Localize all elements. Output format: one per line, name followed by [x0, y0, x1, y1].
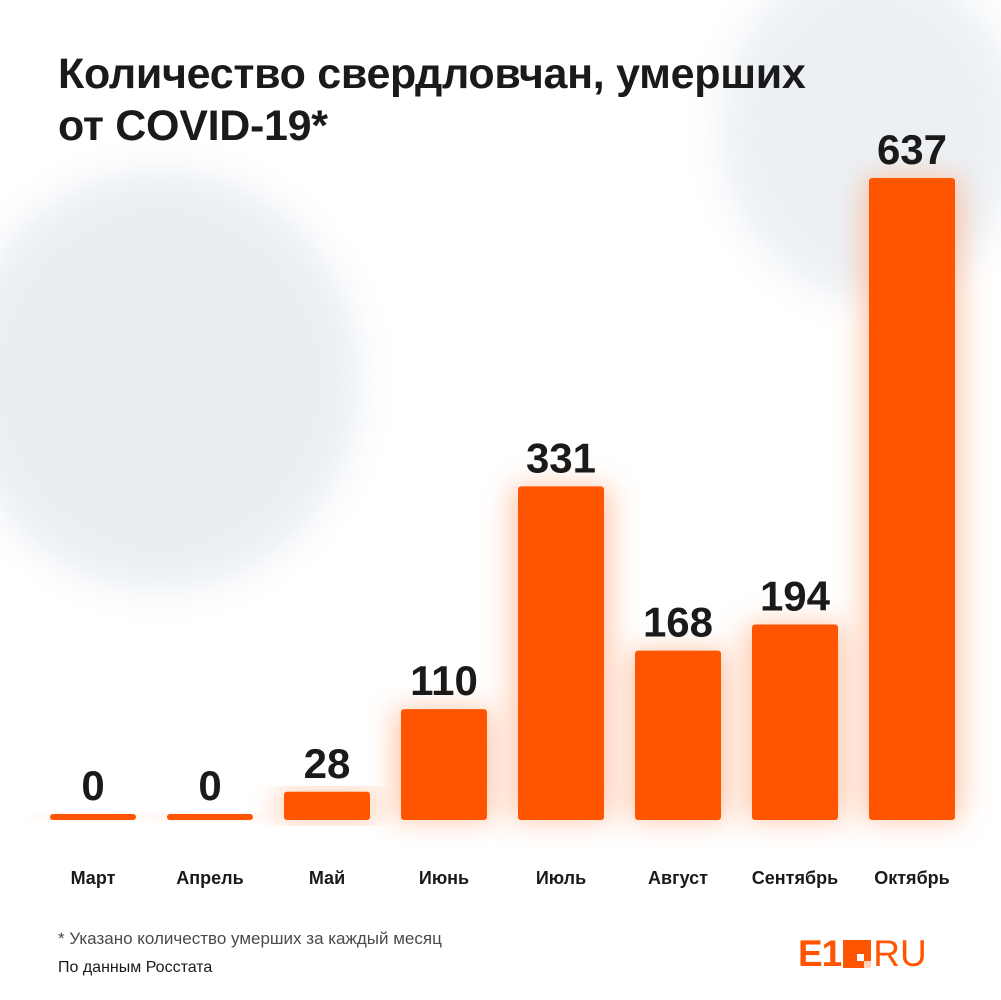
category-label: Август — [648, 868, 708, 888]
logo-square-icon — [843, 940, 872, 968]
background-virus-left — [0, 170, 360, 590]
logo-brand: E1 — [798, 933, 842, 974]
bar-value-label: 637 — [877, 126, 947, 173]
bar — [518, 486, 604, 820]
bar-value-label: 110 — [410, 657, 478, 704]
category-label: Июнь — [419, 868, 469, 888]
category-label: Март — [71, 868, 116, 888]
bar — [167, 814, 253, 820]
category-label: Сентябрь — [752, 868, 838, 888]
bar-value-label: 194 — [760, 572, 831, 619]
category-label: Октябрь — [874, 868, 950, 888]
bar — [752, 624, 838, 820]
footnote: * Указано количество умерших за каждый м… — [58, 929, 442, 948]
bar-layer — [50, 178, 955, 820]
value-label-layer: 0 0 28 110 331 168 194 637 — [81, 126, 947, 809]
category-label: Апрель — [176, 868, 243, 888]
bar-value-label: 168 — [643, 599, 713, 646]
source-note: По данным Росстата — [58, 959, 213, 976]
bar-value-label: 0 — [81, 762, 104, 809]
bar — [401, 709, 487, 820]
bar-value-label: 28 — [304, 740, 351, 787]
bar — [635, 650, 721, 820]
category-label: Июль — [536, 868, 586, 888]
bar-value-label: 0 — [198, 762, 221, 809]
bar — [284, 791, 370, 820]
e1-logo: E1 RU — [798, 933, 927, 974]
category-label-layer: Март Апрель Май Июнь Июль Август Сентябрь Октяб… — [71, 868, 950, 888]
title-line-1: Количество свердловчан, умерших — [58, 50, 806, 98]
chart-title: Количество свердловчан, умерших от COVID… — [58, 48, 898, 152]
logo-domain: RU — [873, 933, 927, 974]
bar — [869, 178, 955, 820]
bar-value-label: 331 — [526, 434, 596, 481]
title-line-2: от COVID-19* — [58, 102, 328, 150]
bar — [50, 814, 136, 820]
category-label: Май — [309, 868, 345, 888]
